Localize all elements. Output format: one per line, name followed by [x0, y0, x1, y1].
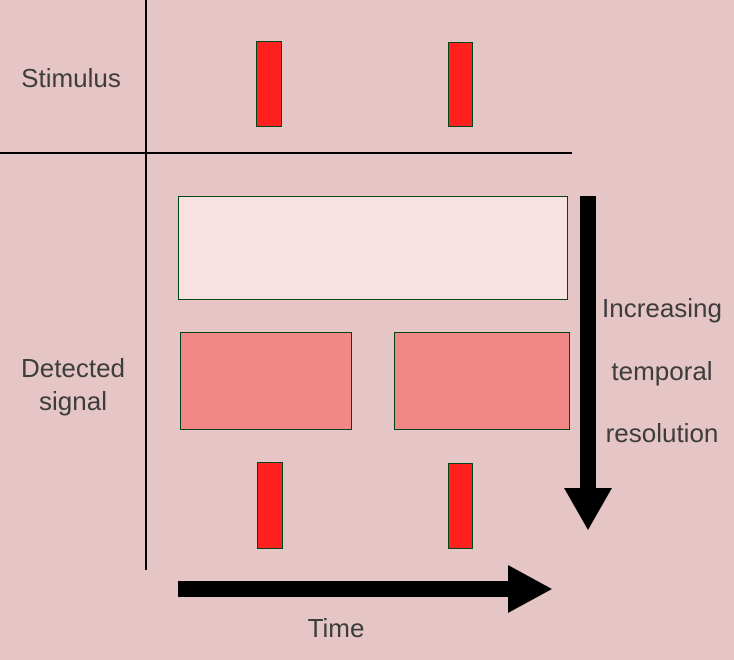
horizontal-separator — [0, 152, 572, 154]
resolution-arrow-head — [564, 488, 612, 530]
detected-row3-rect2 — [448, 463, 473, 549]
label-detected-line1: Detected — [8, 352, 138, 385]
label-arrow-right: Increasing temporal resolution — [590, 292, 734, 450]
detected-row1-rect1 — [178, 196, 568, 300]
detected-row2-rect1 — [180, 332, 352, 430]
stimulus-bar-2 — [448, 42, 473, 127]
label-arrow-right-line1: Increasing — [590, 292, 734, 325]
detected-row2-rect2 — [394, 332, 570, 430]
detected-row3-rect1 — [257, 462, 283, 549]
stimulus-bar-1 — [256, 41, 282, 127]
label-arrow-right-line2: temporal — [590, 355, 734, 388]
time-arrow-shaft — [178, 581, 510, 597]
label-arrow-right-line3: resolution — [590, 417, 734, 450]
label-stimulus: Stimulus — [6, 62, 136, 95]
y-axis — [145, 0, 147, 570]
label-detected-signal: Detected signal — [8, 352, 138, 417]
time-arrow-head — [508, 565, 552, 613]
label-detected-line2: signal — [8, 385, 138, 418]
resolution-arrow-shaft — [580, 196, 596, 490]
label-time: Time — [276, 612, 396, 645]
